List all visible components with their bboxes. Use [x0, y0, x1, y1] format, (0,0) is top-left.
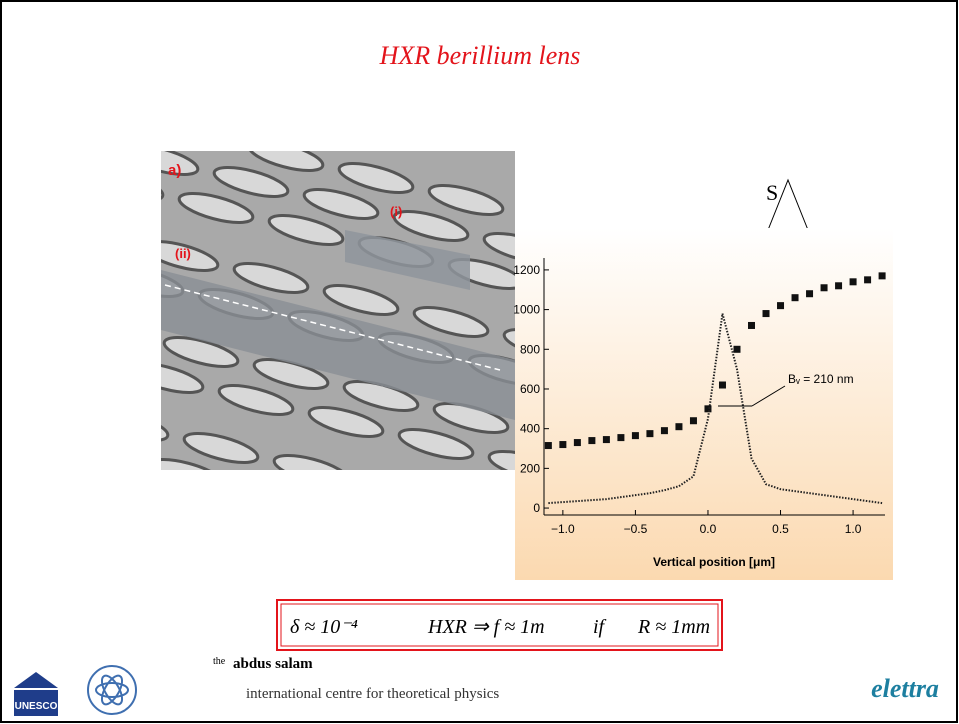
annotation: Bᵥ = 210 nm	[788, 372, 854, 386]
data-point	[733, 346, 740, 353]
logo-text: UNESCO	[15, 701, 58, 712]
y-tick-label: 1000	[513, 303, 540, 317]
data-point	[850, 278, 857, 285]
x-tick-label: 1.0	[845, 522, 862, 536]
sem-label: (ii)	[175, 246, 191, 261]
y-tick-label: 1200	[513, 263, 540, 277]
x-tick-label: −0.5	[624, 522, 648, 536]
data-point	[777, 302, 784, 309]
data-point	[835, 282, 842, 289]
footer-subtitle: international centre for theoretical phy…	[246, 686, 499, 702]
formula-part: HXR ⇒ f ≈ 1m	[427, 616, 545, 638]
data-point	[661, 427, 668, 434]
data-point	[559, 441, 566, 448]
y-tick-label: 600	[520, 382, 540, 396]
data-point	[864, 276, 871, 283]
y-tick-label: 0	[533, 501, 540, 515]
data-point	[690, 417, 697, 424]
x-tick-label: −1.0	[551, 522, 575, 536]
data-point	[617, 434, 624, 441]
data-point	[545, 442, 552, 449]
sem-label: (i)	[390, 204, 402, 219]
data-point	[792, 294, 799, 301]
formula-part: δ ≈ 10⁻⁴	[290, 616, 358, 638]
sketch-label: S	[766, 180, 778, 205]
y-tick-label: 200	[520, 461, 540, 475]
y-tick-label: 400	[520, 422, 540, 436]
sem-label: a)	[168, 162, 181, 179]
x-tick-label: 0.0	[700, 522, 717, 536]
footer-prefix: the	[213, 656, 226, 667]
data-point	[646, 430, 653, 437]
data-point	[603, 436, 610, 443]
slide: HXR berillium lens a) (i) (ii) S 0 200 400…	[0, 0, 959, 724]
data-point	[632, 432, 639, 439]
data-point	[763, 310, 770, 317]
data-point	[588, 437, 595, 444]
footer-name: abdus salam	[233, 656, 313, 672]
x-axis-label: Vertical position [μm]	[653, 555, 775, 569]
data-point	[704, 405, 711, 412]
data-point	[879, 272, 886, 279]
data-point	[748, 322, 755, 329]
y-tick-label: 800	[520, 342, 540, 356]
data-point	[675, 423, 682, 430]
data-point	[806, 290, 813, 297]
x-tick-label: 0.5	[772, 522, 789, 536]
slide-title: HXR berillium lens	[379, 41, 581, 70]
data-point	[719, 382, 726, 389]
formula-part: R ≈ 1mm	[637, 616, 710, 638]
data-point	[821, 284, 828, 291]
data-point	[574, 439, 581, 446]
brand: elettra	[871, 674, 939, 703]
